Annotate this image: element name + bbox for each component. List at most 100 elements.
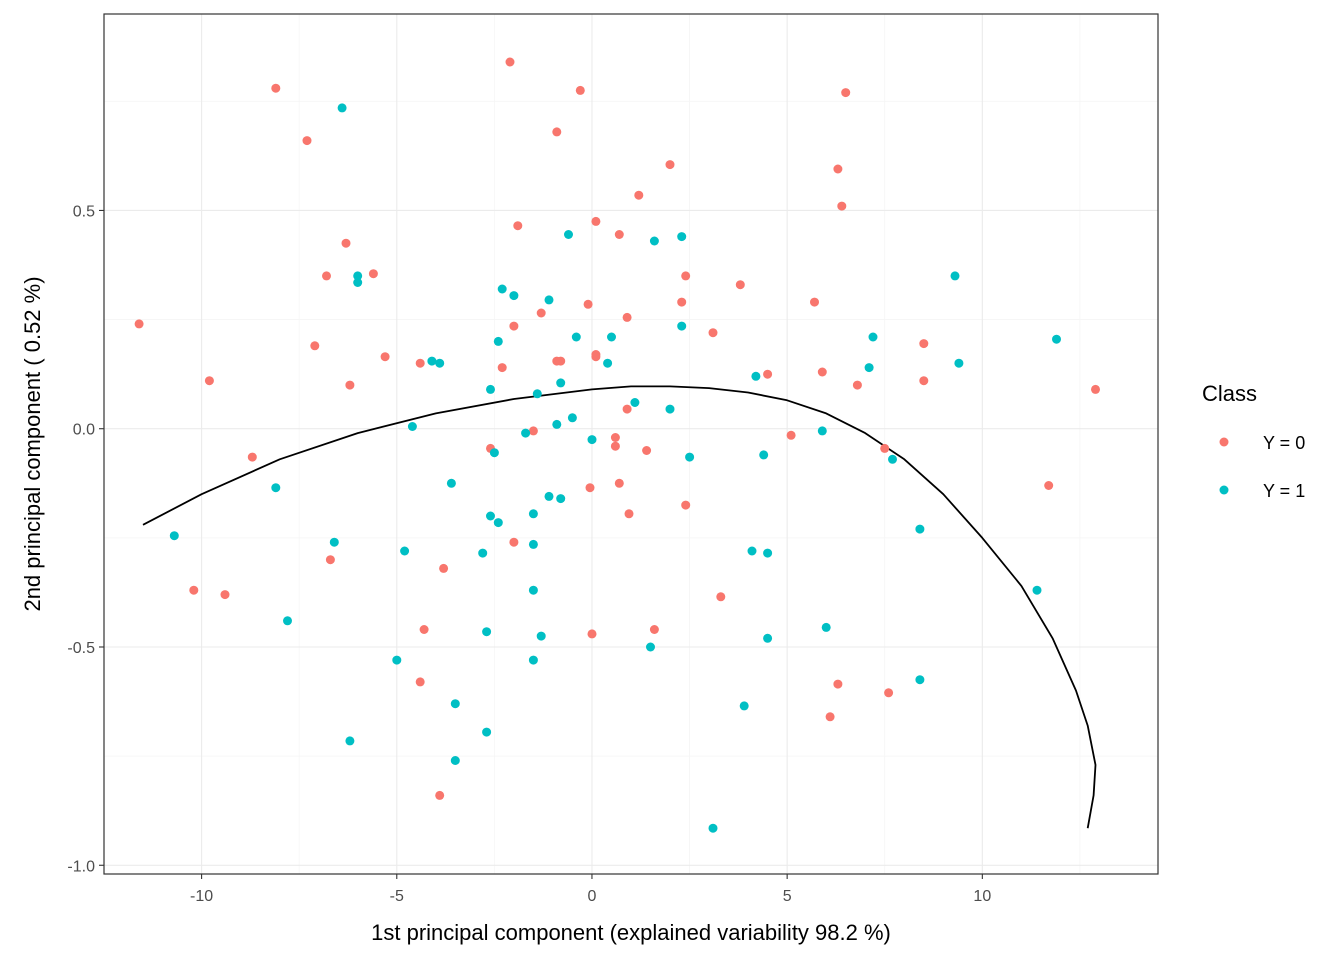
point-y0	[786, 430, 796, 440]
minor-gridlines	[103, 14, 1158, 874]
point-y0	[817, 367, 827, 377]
point-y1	[677, 321, 687, 331]
point-y1	[283, 616, 292, 626]
point-y1	[763, 633, 773, 643]
point-y1	[954, 358, 964, 368]
point-y0	[587, 629, 597, 639]
point-y1	[450, 699, 460, 709]
point-y0	[591, 352, 601, 362]
point-y0	[614, 478, 624, 488]
point-y0	[622, 312, 632, 322]
point-y1	[392, 655, 402, 665]
legend-label-y1: Y = 1	[1263, 481, 1305, 501]
point-y1	[564, 230, 573, 239]
point-y1	[739, 701, 749, 711]
point-y1	[493, 518, 503, 528]
point-y0	[735, 280, 745, 290]
point-y0	[513, 221, 523, 231]
point-y1	[665, 404, 675, 414]
point-y0	[204, 376, 214, 386]
x-axis-ticks: -10 -5 0 5 10	[190, 874, 991, 905]
principal-curve-line	[142, 385, 1097, 829]
point-y1	[528, 585, 538, 595]
point-y0	[884, 688, 894, 698]
y-tick-label: -0.5	[67, 640, 95, 657]
y-axis-title: 2nd principal component ( 0.52 %)	[20, 276, 45, 611]
point-y1	[446, 478, 456, 488]
major-gridlines	[104, 14, 1158, 874]
point-y0	[134, 319, 144, 329]
point-y1	[1032, 585, 1042, 595]
point-y0	[505, 57, 515, 67]
point-y1	[630, 398, 640, 407]
point-y0	[591, 216, 601, 226]
point-y0	[708, 328, 718, 338]
point-y1	[950, 271, 960, 281]
point-y0	[825, 712, 835, 722]
data-points-layer	[134, 57, 1100, 833]
plot-panel-border	[103, 13, 1159, 875]
point-y0	[681, 500, 691, 510]
point-y0	[497, 363, 507, 373]
point-y1	[556, 378, 566, 388]
y-tick-label: -1.0	[67, 858, 95, 875]
point-y0	[1091, 384, 1100, 394]
point-y1	[271, 483, 281, 493]
point-y1	[489, 448, 499, 458]
point-y0	[509, 537, 519, 547]
point-y1	[482, 727, 492, 737]
point-y0	[310, 341, 320, 351]
point-y1	[486, 511, 495, 521]
point-y0	[575, 85, 585, 95]
point-y0	[583, 299, 593, 309]
point-y1	[521, 428, 531, 438]
point-y0	[536, 308, 546, 318]
point-y1	[528, 655, 538, 665]
point-y1	[532, 389, 542, 399]
point-y1	[427, 356, 437, 366]
point-y1	[747, 546, 757, 556]
point-y0	[681, 271, 691, 281]
point-y0	[837, 201, 847, 211]
point-y0	[810, 297, 819, 307]
x-tick-label: 5	[783, 888, 792, 905]
point-y0	[528, 426, 538, 436]
x-axis-title: 1st principal component (explained varia…	[371, 920, 891, 945]
point-y0	[841, 88, 851, 98]
point-y1	[400, 546, 410, 556]
point-y1	[1052, 334, 1061, 344]
point-y0	[665, 160, 675, 170]
point-y1	[607, 332, 616, 342]
x-tick-label: 0	[588, 888, 597, 905]
point-y0	[189, 585, 199, 595]
point-y0	[833, 164, 843, 174]
point-y0	[415, 358, 425, 368]
point-y0	[345, 380, 355, 390]
point-y0	[677, 297, 687, 307]
point-y0	[439, 563, 449, 573]
point-y1	[763, 548, 773, 558]
point-y0	[763, 369, 773, 379]
point-y0	[624, 509, 634, 519]
point-y0	[649, 625, 659, 634]
point-y1	[649, 236, 659, 246]
point-y1	[353, 271, 363, 281]
point-y1	[509, 291, 519, 301]
point-y0	[919, 339, 929, 349]
point-y0	[220, 590, 230, 600]
point-y0	[302, 136, 312, 146]
point-y1	[888, 454, 897, 464]
legend-label-y0: Y = 0	[1263, 433, 1305, 453]
point-y1	[708, 823, 718, 833]
point-y1	[478, 548, 488, 558]
point-y0	[610, 441, 620, 451]
legend: Class Y = 0 Y = 1	[1202, 381, 1305, 501]
point-y1	[567, 413, 577, 423]
point-y1	[345, 736, 355, 746]
point-y0	[341, 238, 351, 248]
y-axis-ticks: -1.0 -0.5 0.0 0.5	[67, 203, 104, 875]
point-y1	[497, 284, 507, 294]
point-y1	[817, 426, 827, 436]
point-y1	[821, 622, 831, 632]
